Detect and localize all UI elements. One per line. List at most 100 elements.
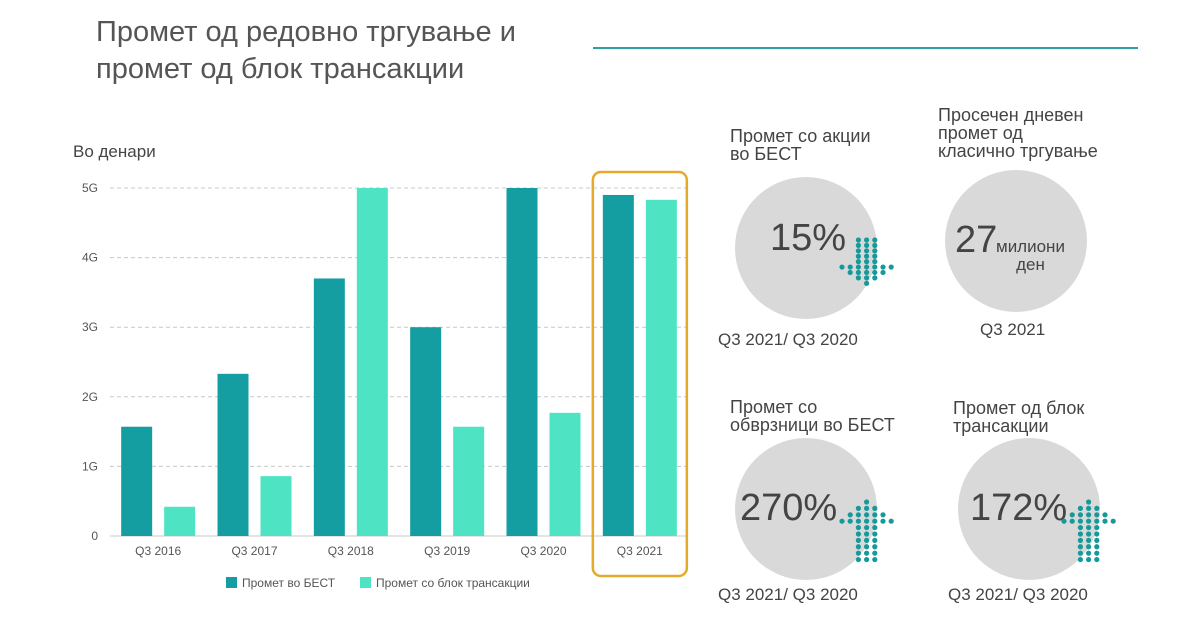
page-title: Промет од редовно тргување и промет од б… xyxy=(96,16,516,85)
kpi-bonds-value: 270% xyxy=(740,487,838,529)
arrow-dot xyxy=(855,512,861,518)
arrow-dot xyxy=(1094,512,1100,518)
arrow-dot xyxy=(1069,512,1075,518)
arrow-dot xyxy=(1077,544,1083,550)
arrow-dot xyxy=(864,259,870,265)
kpi-daily-turnover-period: Q3 2021 xyxy=(980,320,1046,339)
arrow-dot xyxy=(847,518,853,524)
arrow-dot xyxy=(872,264,878,270)
arrow-dot xyxy=(1077,537,1083,543)
arrow-dot xyxy=(864,248,870,254)
bar-block xyxy=(164,506,196,536)
arrow-dot xyxy=(864,499,870,505)
arrow-dot xyxy=(1086,505,1092,511)
arrow-dot xyxy=(855,537,861,543)
bar-best xyxy=(121,426,153,536)
arrow-dot xyxy=(847,512,853,518)
arrow-dot xyxy=(1086,550,1092,556)
arrow-dot xyxy=(855,237,861,243)
arrow-dot xyxy=(872,253,878,259)
bar-block xyxy=(645,199,677,536)
arrow-dot xyxy=(864,518,870,524)
arrow-dot xyxy=(1061,518,1067,524)
arrow-dot xyxy=(872,248,878,254)
legend-label: Промет во БЕСТ xyxy=(242,576,336,590)
kpi-block-trades-value: 172% xyxy=(970,487,1068,529)
dotted-arrow-up-icon xyxy=(1061,499,1116,563)
arrow-dot xyxy=(847,269,853,276)
arrow-dot xyxy=(1094,505,1100,511)
arrow-dot xyxy=(855,518,861,524)
arrow-dot xyxy=(1094,518,1100,524)
arrow-dot xyxy=(888,264,894,270)
arrow-dot xyxy=(1094,537,1100,543)
arrow-dot xyxy=(1077,556,1083,563)
kpi-bonds-period: Q3 2021/ Q3 2020 xyxy=(718,585,858,604)
arrow-dot xyxy=(1086,524,1092,531)
arrow-dot xyxy=(880,269,886,276)
arrow-dot xyxy=(864,275,870,281)
legend-swatch xyxy=(226,577,237,588)
arrow-dot xyxy=(864,253,870,259)
arrow-dot xyxy=(864,531,870,537)
arrow-dot xyxy=(855,259,861,265)
arrow-dot xyxy=(872,512,878,518)
kpi-shares-label: Промет со акции во БЕСТ xyxy=(730,126,871,164)
bar-best xyxy=(410,327,442,536)
arrow-dot xyxy=(880,512,886,518)
bar-best xyxy=(313,278,345,536)
arrow-dot xyxy=(872,537,878,543)
bar-best xyxy=(602,194,634,536)
arrow-dot xyxy=(855,275,861,281)
x-tick-label: Q3 2019 xyxy=(424,544,470,558)
dotted-arrow-up-icon xyxy=(839,499,894,563)
arrow-dot xyxy=(872,269,878,276)
arrow-dot xyxy=(872,518,878,524)
arrow-dot xyxy=(872,531,878,537)
kpi-shares-value: 15% xyxy=(770,217,847,259)
arrow-dot xyxy=(1077,531,1083,537)
kpi-bonds-circle xyxy=(735,438,877,580)
bar-block xyxy=(260,476,292,536)
y-tick-label: 0 xyxy=(91,529,98,543)
arrow-dot xyxy=(872,259,878,265)
bar-best xyxy=(506,188,538,536)
arrow-dot xyxy=(1086,537,1092,543)
x-tick-label: Q3 2021 xyxy=(617,544,663,558)
kpi-daily-turnover-label: Просечен дневен промет од класично тргув… xyxy=(938,105,1098,161)
kpi-daily-turnover-circle xyxy=(945,170,1087,312)
arrow-dot xyxy=(1077,505,1083,511)
arrow-dot xyxy=(872,544,878,550)
kpi-daily-turnover-unit: милиони ден xyxy=(996,237,1065,274)
arrow-dot xyxy=(839,264,845,270)
legend-label: Промет со блок трансакции xyxy=(376,576,530,590)
arrow-dot xyxy=(855,248,861,254)
arrow-dot xyxy=(1094,556,1100,563)
arrow-dot xyxy=(1110,518,1116,524)
dotted-arrow-down-icon xyxy=(839,237,894,286)
highlight-frame xyxy=(591,170,689,578)
arrow-dot xyxy=(855,531,861,537)
arrow-dot xyxy=(1086,544,1092,550)
arrow-dot xyxy=(1086,556,1092,563)
x-tick-label: Q3 2017 xyxy=(231,544,277,558)
arrow-dot xyxy=(864,280,870,286)
x-tick-label: Q3 2018 xyxy=(328,544,374,558)
arrow-dot xyxy=(872,505,878,511)
arrow-dot xyxy=(855,253,861,259)
title-divider xyxy=(593,47,1138,49)
arrow-dot xyxy=(847,264,853,270)
arrow-dot xyxy=(855,269,861,276)
kpi-block-trades-label: Промет од блок трансакции xyxy=(953,398,1085,436)
arrow-dot xyxy=(855,505,861,511)
kpi-block-trades-period: Q3 2021/ Q3 2020 xyxy=(948,585,1088,604)
arrow-dot xyxy=(880,518,886,524)
turnover-bar-chart: 0 1G 2G 3G 4G 5G Q3 2016 Q3 2017 Q3 2018 Q3 2019 Q… xyxy=(82,170,689,590)
arrow-dot xyxy=(864,556,870,563)
arrow-dot xyxy=(1094,531,1100,537)
y-axis-unit-label: Во денари xyxy=(73,142,156,161)
arrow-dot xyxy=(864,264,870,270)
arrow-dot xyxy=(855,550,861,556)
arrow-dot xyxy=(855,264,861,270)
arrow-dot xyxy=(864,505,870,511)
